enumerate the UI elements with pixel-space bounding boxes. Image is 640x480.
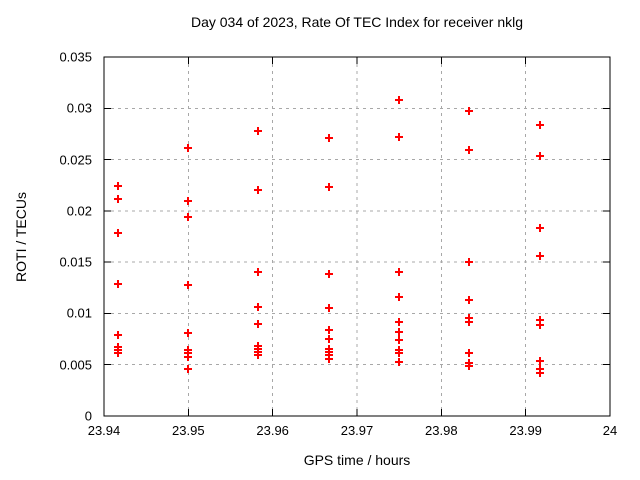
data-point	[395, 328, 403, 336]
data-point	[395, 268, 403, 276]
data-point	[465, 318, 473, 326]
data-point	[184, 365, 192, 373]
y-tick-label-0.03: 0.03	[66, 100, 92, 116]
data-point	[465, 349, 473, 357]
data-point	[395, 318, 403, 326]
data-point	[114, 331, 122, 339]
data-point	[325, 304, 333, 312]
data-point	[465, 362, 473, 370]
data-point	[395, 358, 403, 366]
y-tick-label-0.01: 0.01	[66, 305, 92, 321]
data-point	[395, 293, 403, 301]
data-point	[465, 146, 473, 154]
x-tick-label-23.95: 23.95	[172, 423, 205, 438]
data-point	[536, 152, 544, 160]
data-point	[114, 195, 122, 203]
data-point	[184, 281, 192, 289]
x-tick-label-23.96: 23.96	[256, 423, 289, 438]
data-point	[114, 182, 122, 190]
data-point	[536, 224, 544, 232]
axis-ticks	[103, 56, 611, 417]
data-point	[184, 213, 192, 221]
y-tick-label-0.025: 0.025	[59, 152, 92, 168]
data-point	[465, 258, 473, 266]
data-point	[184, 197, 192, 205]
x-tick-label-23.99: 23.99	[509, 423, 542, 438]
y-tick-label-0.015: 0.015	[59, 254, 92, 270]
data-point	[465, 107, 473, 115]
data-point	[325, 134, 333, 142]
x-tick-label-23.98: 23.98	[425, 423, 458, 438]
data-point	[395, 96, 403, 104]
data-point	[465, 296, 473, 304]
y-tick-label-0.02: 0.02	[66, 203, 92, 219]
data-point	[536, 121, 544, 129]
data-point	[254, 320, 262, 328]
data-point	[254, 186, 262, 194]
y-tick-label-0.035: 0.035	[59, 49, 92, 65]
data-point	[184, 144, 192, 152]
chart-title: Day 034 of 2023, Rate Of TEC Index for r…	[190, 14, 524, 30]
plot-border	[103, 56, 611, 417]
data-point	[536, 357, 544, 365]
data-point	[184, 329, 192, 337]
data-point	[325, 270, 333, 278]
x-tick-label-23.97: 23.97	[340, 423, 374, 438]
data-point	[114, 229, 122, 237]
data-point	[254, 127, 262, 135]
x-tick-label-24: 24	[602, 423, 618, 438]
data-point	[254, 303, 262, 311]
data-point	[254, 268, 262, 276]
data-point	[536, 252, 544, 260]
data-point	[114, 280, 122, 288]
data-point	[325, 355, 333, 363]
grid-lines	[104, 57, 610, 416]
data-point	[536, 369, 544, 377]
data-point	[395, 133, 403, 141]
x-tick-label-23.94: 23.94	[87, 423, 121, 438]
data-point	[325, 183, 333, 191]
data-point	[395, 349, 403, 357]
y-tick-label-0: 0	[84, 408, 92, 424]
data-point	[395, 336, 403, 344]
data-point	[325, 335, 333, 343]
data-point	[114, 349, 122, 357]
y-tick-label-0.005: 0.005	[59, 357, 92, 373]
data-point	[254, 351, 262, 359]
data-point	[536, 321, 544, 329]
data-point	[325, 326, 333, 334]
x-axis-label: GPS time / hours	[303, 452, 411, 468]
data-point	[184, 353, 192, 361]
data-points	[114, 96, 544, 377]
